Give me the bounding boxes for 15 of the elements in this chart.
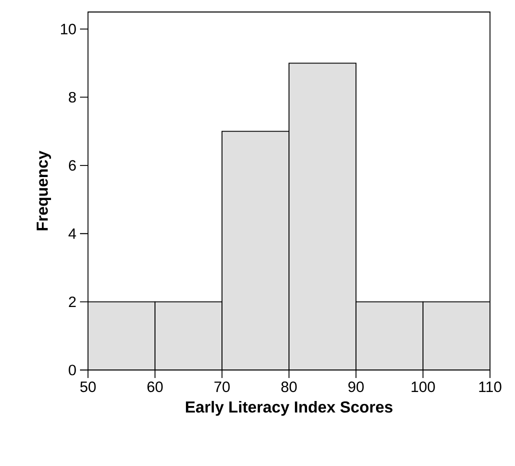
y-tick-label: 4 xyxy=(68,228,76,239)
x-tick-label: 100 xyxy=(412,382,435,392)
y-tick-label: 2 xyxy=(68,296,76,308)
x-tick-label: 90 xyxy=(348,382,364,392)
x-tick-label: 80 xyxy=(281,382,297,392)
y-axis-title: Frequency xyxy=(36,150,52,230)
x-tick-label: 60 xyxy=(147,382,163,392)
y-tick-label: 6 xyxy=(68,160,76,171)
y-tick-label: 0 xyxy=(68,364,76,376)
x-tick-label: 110 xyxy=(479,382,502,392)
y-tick-label: 8 xyxy=(68,92,76,103)
x-tick-label: 50 xyxy=(80,382,96,392)
x-axis-title: Early Literacy Index Scores xyxy=(186,400,392,416)
x-tick-label: 70 xyxy=(214,382,230,392)
y-tick-label: 10 xyxy=(61,24,76,34)
